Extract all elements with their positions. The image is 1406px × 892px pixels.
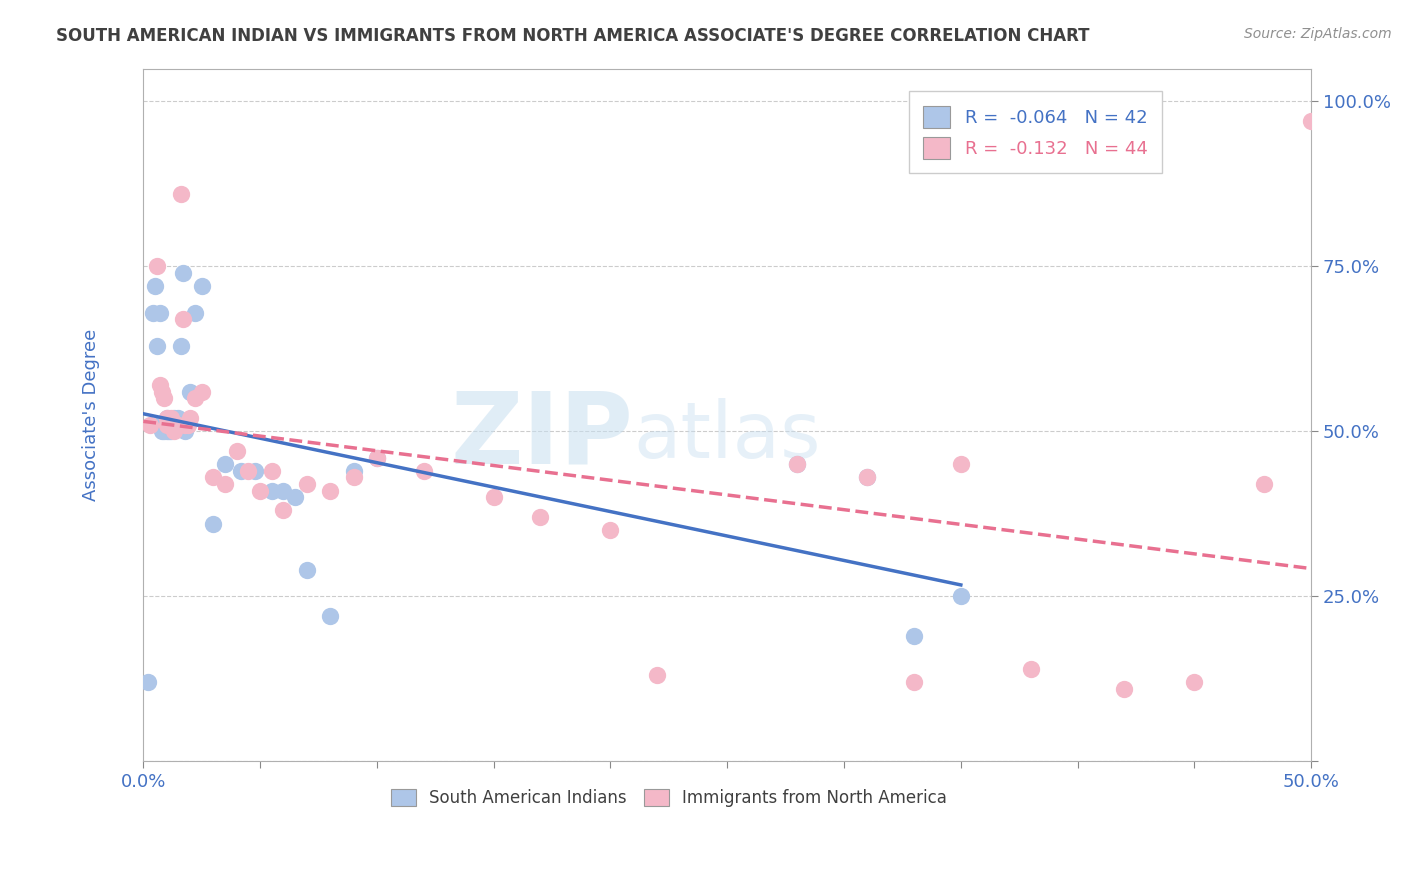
Point <box>153 417 176 432</box>
Text: Associate's Degree: Associate's Degree <box>82 328 100 501</box>
Point <box>295 563 318 577</box>
Point <box>174 417 197 432</box>
Point <box>149 378 172 392</box>
Point <box>273 503 295 517</box>
Point <box>366 450 388 465</box>
Point <box>157 417 180 432</box>
Point <box>150 384 173 399</box>
Point <box>149 417 172 432</box>
Point <box>190 384 212 399</box>
Point <box>136 674 159 689</box>
Point <box>172 312 194 326</box>
Point <box>214 457 236 471</box>
Point <box>903 629 925 643</box>
Point <box>786 457 808 471</box>
Point <box>273 483 295 498</box>
Point <box>342 470 364 484</box>
Point <box>156 417 179 432</box>
Point <box>165 417 187 432</box>
Point <box>245 464 267 478</box>
Point <box>165 417 187 432</box>
Point <box>177 417 200 432</box>
Point <box>284 490 307 504</box>
Point <box>160 425 183 439</box>
Point <box>856 470 879 484</box>
Point <box>142 305 165 319</box>
Point <box>156 411 179 425</box>
Point <box>157 417 180 432</box>
Point <box>599 523 621 537</box>
Point <box>170 338 193 352</box>
Point <box>645 668 668 682</box>
Point <box>319 483 342 498</box>
Point <box>157 425 180 439</box>
Point <box>249 483 271 498</box>
Point <box>160 411 183 425</box>
Point <box>856 470 879 484</box>
Point <box>1301 114 1323 128</box>
Point <box>160 417 183 432</box>
Text: SOUTH AMERICAN INDIAN VS IMMIGRANTS FROM NORTH AMERICA ASSOCIATE'S DEGREE CORREL: SOUTH AMERICAN INDIAN VS IMMIGRANTS FROM… <box>56 27 1090 45</box>
Point <box>139 417 162 432</box>
Point <box>143 279 166 293</box>
Point <box>786 457 808 471</box>
Point <box>156 411 179 425</box>
Point <box>949 589 972 603</box>
Point <box>202 470 225 484</box>
Point <box>170 186 193 201</box>
Point <box>903 674 925 689</box>
Legend: South American Indians, Immigrants from North America: South American Indians, Immigrants from … <box>382 780 955 815</box>
Point <box>163 425 186 439</box>
Text: ZIP: ZIP <box>451 387 634 484</box>
Point <box>214 477 236 491</box>
Point <box>156 425 179 439</box>
Text: Source: ZipAtlas.com: Source: ZipAtlas.com <box>1244 27 1392 41</box>
Point <box>174 425 197 439</box>
Point <box>342 464 364 478</box>
Point <box>231 464 253 478</box>
Point <box>1019 662 1042 676</box>
Point <box>482 490 505 504</box>
Point <box>295 477 318 491</box>
Point <box>183 305 205 319</box>
Point <box>146 338 169 352</box>
Point <box>179 411 201 425</box>
Point <box>1184 674 1206 689</box>
Point <box>153 392 176 406</box>
Point <box>167 417 190 432</box>
Point <box>183 392 205 406</box>
Point <box>150 417 173 432</box>
Point <box>238 464 260 478</box>
Point <box>225 444 247 458</box>
Point <box>319 609 342 624</box>
Point <box>172 266 194 280</box>
Point <box>149 305 172 319</box>
Point <box>167 411 190 425</box>
Point <box>150 425 173 439</box>
Point <box>260 464 283 478</box>
Point <box>146 260 169 274</box>
Point <box>190 279 212 293</box>
Point <box>163 411 186 425</box>
Point <box>163 417 186 432</box>
Point <box>260 483 283 498</box>
Point <box>1114 681 1136 696</box>
Point <box>179 384 201 399</box>
Point <box>153 425 176 439</box>
Point <box>949 457 972 471</box>
Point <box>202 516 225 531</box>
Text: atlas: atlas <box>634 398 821 474</box>
Point <box>156 417 179 432</box>
Point <box>1253 477 1275 491</box>
Point <box>529 510 551 524</box>
Point <box>366 450 388 465</box>
Point <box>412 464 434 478</box>
